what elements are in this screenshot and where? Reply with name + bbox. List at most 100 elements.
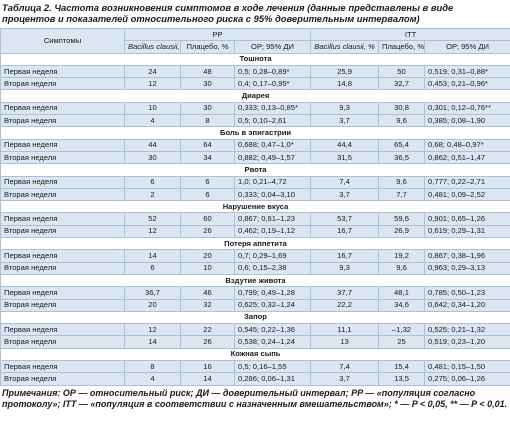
cell: 12 (124, 77, 181, 91)
section-title: Диарея (0, 89, 510, 103)
cell: 6 (180, 175, 235, 189)
cell: Первая неделя (0, 249, 125, 263)
cell: 22,2 (310, 298, 380, 312)
section-row: Кожная сыпь (0, 347, 510, 362)
cell: 3,7 (310, 114, 380, 128)
cell: 7,4 (310, 360, 380, 374)
subheader-cell: Плацебо, % (180, 40, 235, 54)
cell: 10 (180, 261, 235, 275)
cell: 0,333; 0,04–3,10 (233, 187, 312, 202)
cell: 20 (180, 249, 235, 263)
cell: 0,538; 0,24–1,24 (233, 335, 312, 349)
data-row: Первая неделя 52 60 0,867; 0,61–1,23 53,7 59,… (0, 212, 510, 226)
section-title: Рвота (0, 163, 510, 177)
cell: Первая неделя (0, 64, 125, 79)
cell: 0,301; 0,12–0,76** (424, 101, 510, 116)
cell: 0,642; 0,34–1,20 (424, 298, 510, 312)
cell: 0,799; 0,49–1,28 (233, 286, 312, 300)
section-title: Вздутие живота (0, 273, 510, 288)
subheader-cell: ОР; 95% ДИ (424, 40, 510, 54)
cell: 24 (124, 64, 181, 79)
cell: 25 (378, 335, 426, 349)
cell: 1,0; 0,21–4,72 (233, 175, 312, 189)
data-row: Первая неделя 12 22 0,545; 0,22–1,36 11,1 –1,… (0, 323, 510, 337)
data-row: Вторая неделя 20 32 0,625; 0,32–1,24 22,2 34,… (0, 298, 510, 312)
cell: 6 (124, 261, 181, 275)
cell: 0,625; 0,32–1,24 (233, 298, 312, 312)
cell: 11,1 (310, 323, 380, 337)
section-row: Тошнота (0, 52, 510, 66)
cell: 60 (180, 212, 235, 226)
group-header: PP (123, 27, 312, 42)
section-title: Кожная сыпь (0, 347, 510, 362)
cell: 0,901; 0,65–1,26 (424, 212, 510, 226)
data-row: Вторая неделя 30 34 0,882; 0,49–1,57 31,5 36,… (0, 150, 510, 165)
cell: Первая неделя (0, 175, 125, 189)
cell: 65,4 (378, 138, 426, 152)
cell: 9,6 (378, 114, 426, 128)
cell: Вторая неделя (0, 77, 125, 91)
cell: 0,785; 0,50–1,23 (424, 286, 510, 300)
cell: Вторая неделя (0, 187, 125, 202)
subheader-cell: Плацебо, % (378, 40, 426, 54)
section-title: Запор (0, 310, 510, 325)
data-row: Вторая неделя 6 10 0,6; 0,15–2,38 9,3 9,6 0,96… (0, 261, 510, 275)
cell: Вторая неделя (0, 261, 125, 275)
cell: 30 (180, 77, 235, 91)
cell: 0,5; 0,28–0,89* (233, 64, 312, 79)
cell: 7,7 (378, 187, 426, 202)
header-row: Bacillus clausii, %Плацебо, %ОР; 95% ДИB… (1, 40, 510, 54)
cell: 22 (180, 323, 235, 337)
cell: 0,68; 0,48–0,97* (424, 138, 510, 152)
cell: 48,1 (378, 286, 426, 300)
cell: 20 (124, 298, 181, 312)
cell: 30,8 (378, 101, 426, 116)
cell: 0,4; 0,17–0,95* (233, 77, 312, 91)
section-title: Боль в эпигастрии (0, 126, 510, 140)
cell: 0,867; 0,61–1,23 (233, 212, 312, 226)
cell: 0,6; 0,15–2,38 (233, 261, 312, 275)
cell: 36,5 (378, 150, 426, 165)
cell: 0,453; 0,21–0,96* (424, 77, 510, 91)
cell: 26,9 (378, 224, 426, 239)
cell: 59,6 (378, 212, 426, 226)
cell: 52 (124, 212, 181, 226)
cell: Вторая неделя (0, 114, 125, 128)
cell: 4 (124, 372, 181, 386)
cell: 0,5; 0,16–1,55 (233, 360, 312, 374)
data-row: Первая неделя 14 20 0,7; 0,29–1,69 16,7 19,2 0… (0, 249, 510, 263)
cell: 0,5; 0,10–2,61 (233, 114, 312, 128)
cell: 0,545; 0,22–1,36 (233, 323, 312, 337)
cell: 0,7; 0,29–1,69 (233, 249, 312, 263)
cell: 14,8 (310, 77, 380, 91)
cell: Вторая неделя (0, 150, 125, 165)
cell: 0,519; 0,31–0,88* (424, 64, 510, 79)
section-title: Потеря аппетита (0, 237, 510, 251)
cell: 25,9 (310, 64, 380, 79)
cell: 10 (124, 101, 181, 116)
cell: 3,7 (310, 187, 380, 202)
cell: 4 (124, 114, 181, 128)
cell: 31,5 (310, 150, 380, 165)
section-row: Рвота (0, 163, 510, 177)
cell: Вторая неделя (0, 298, 125, 312)
cell: 0,462; 0,19–1,12 (233, 224, 312, 239)
section-row: Нарушение вкуса (0, 200, 510, 214)
section-title: Тошнота (0, 52, 510, 66)
cell: 0,519; 0,23–1,20 (424, 335, 510, 349)
cell: 0,688; 0,47–1,0* (233, 138, 312, 152)
cell: 12 (124, 323, 181, 337)
header-row: Симптомы PP ITT (0, 27, 510, 54)
cell: 37,7 (310, 286, 380, 300)
section-row: Потеря аппетита (0, 237, 510, 251)
cell: 12 (124, 224, 181, 239)
cell: 0,525; 0,21–1,32 (424, 323, 510, 337)
data-row: Вторая неделя 12 30 0,4; 0,17–0,95* 14,8 32,7… (0, 77, 510, 91)
cell: 46 (180, 286, 235, 300)
cell: 30 (180, 101, 235, 116)
subheader-cell: ОР; 95% ДИ (233, 40, 312, 54)
cell: 34 (180, 150, 235, 165)
cell: Вторая неделя (0, 372, 125, 386)
cell: Первая неделя (0, 101, 125, 116)
